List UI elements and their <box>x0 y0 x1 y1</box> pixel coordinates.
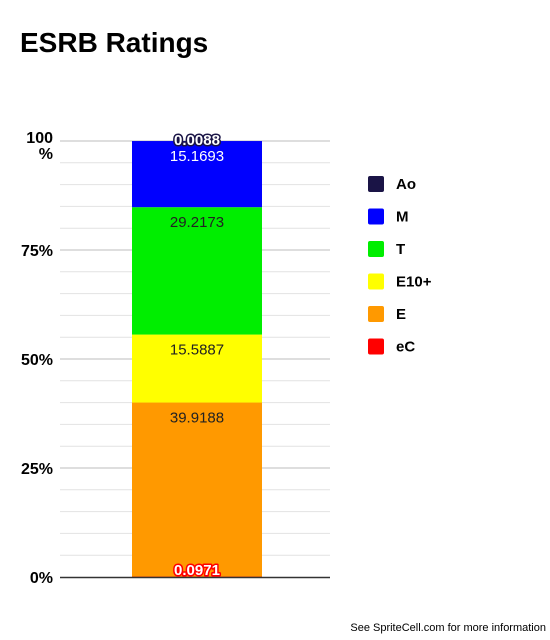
bar-segment-t <box>132 207 262 335</box>
data-label-ec: 0.0971 <box>174 562 220 579</box>
data-label-ao: 0.0088 <box>174 132 220 149</box>
bar-segment-m <box>132 141 262 208</box>
legend-swatch-e <box>368 306 384 322</box>
legend-label-ec: eC <box>396 339 415 356</box>
legend-swatch-ao <box>368 176 384 192</box>
legend-label-e: E <box>396 306 406 323</box>
footnote: See SpriteCell.com for more information <box>350 622 546 634</box>
data-label-e10-: 15.5887 <box>170 342 224 359</box>
chart-title: ESRB Ratings <box>20 27 208 58</box>
legend-swatch-e10- <box>368 273 384 290</box>
legend-swatch-t <box>368 241 384 257</box>
y-tick-label: 75% <box>21 243 53 260</box>
data-label-m: 15.1693 <box>170 148 224 165</box>
legend-label-ao: Ao <box>396 176 416 193</box>
bar-segment-e10- <box>132 334 262 403</box>
legend: Ao MT E10+ EeC <box>368 176 432 356</box>
bar-segment-e <box>132 402 262 577</box>
legend-swatch-m <box>368 208 384 225</box>
y-tick-label: 50% <box>21 352 53 369</box>
y-axis: 0% 25% 50% 75% 100% <box>21 130 330 587</box>
legend-label-t: T <box>396 241 405 258</box>
data-label-t: 29.2173 <box>170 214 224 231</box>
data-label-e: 39.9188 <box>170 410 224 427</box>
legend-label-e10-: E10+ <box>396 274 432 291</box>
y-tick-label: 100% <box>26 130 53 163</box>
y-tick-label: 25% <box>21 461 53 478</box>
legend-swatch-ec <box>368 338 384 355</box>
legend-label-m: M <box>396 209 409 226</box>
stacked-bar <box>132 141 262 577</box>
y-tick-label: 0% <box>30 570 53 587</box>
